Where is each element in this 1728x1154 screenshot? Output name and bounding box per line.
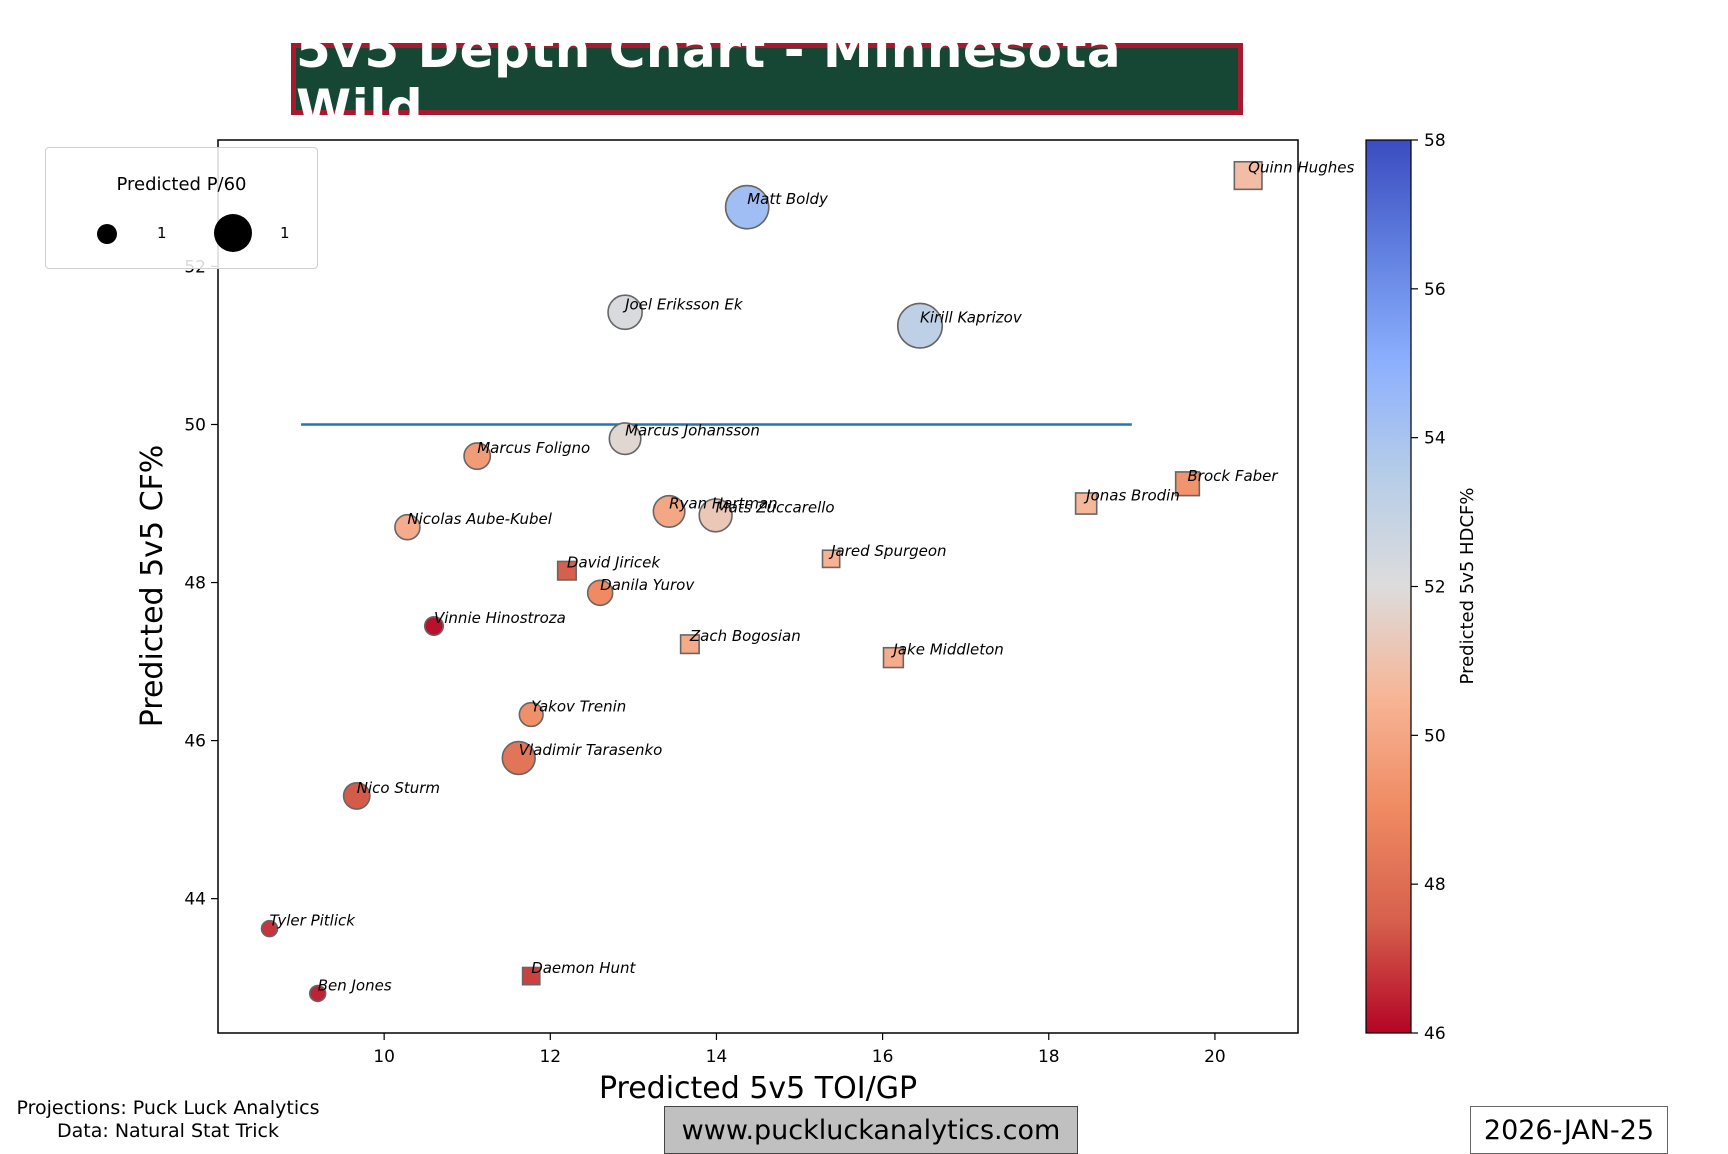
point-label: Brock Faber [1188, 467, 1279, 485]
point-label: Nicolas Aube-Kubel [407, 510, 552, 528]
data-point-forward [586, 579, 614, 607]
data-point-forward [423, 615, 445, 637]
point-label: Daemon Hunt [531, 959, 636, 977]
data-point-forward [260, 919, 279, 938]
point-label: Zach Bogosian [689, 627, 801, 645]
data-point-defense [679, 634, 700, 655]
data-point-defense [821, 549, 841, 569]
data-point-defense [1233, 160, 1263, 191]
y-tick-label: 48 [184, 574, 206, 594]
colorbar [1365, 139, 1412, 1034]
colorbar-tick-label: 54 [1424, 429, 1446, 449]
point-label: Yakov Trenin [531, 698, 626, 716]
x-tick-label: 12 [539, 1047, 561, 1067]
colorbar-tick-label: 56 [1424, 280, 1446, 300]
x-axis-label: Predicted 5v5 TOI/GP [599, 1071, 917, 1106]
colorbar-tick-label: 50 [1424, 726, 1446, 746]
size-legend: Predicted P/60 1 1 [45, 147, 318, 269]
data-point-forward [698, 498, 733, 533]
point-label: Ryan Hartman [669, 494, 778, 512]
colorbar-tick-label: 46 [1424, 1024, 1446, 1044]
legend-title: Predicted P/60 [116, 174, 247, 195]
y-tick-label: 50 [184, 415, 206, 435]
data-point-defense [556, 560, 577, 581]
data-point-forward [308, 984, 327, 1003]
data-point-defense [1074, 492, 1098, 515]
point-label: Tyler Pitlick [270, 912, 357, 930]
point-label: Quinn Hughes [1248, 159, 1354, 177]
y-tick-label: 44 [184, 890, 206, 910]
point-label: Marcus Johansson [625, 422, 760, 440]
legend-entry-label: 1 [280, 224, 290, 242]
point-label: Vinnie Hinostroza [434, 609, 566, 627]
data-point-defense [521, 966, 541, 986]
legend-marker-small [97, 224, 117, 244]
x-tick-label: 20 [1204, 1047, 1226, 1067]
colorbar-label: Predicted 5v5 HDCF% [1457, 488, 1478, 685]
data-point-forward [652, 494, 686, 528]
y-tick-label: 46 [184, 732, 206, 752]
y-axis-label: Predicted 5v5 CF% [135, 445, 170, 728]
data-point-defense [882, 646, 905, 669]
data-point-forward [394, 513, 421, 541]
x-tick-label: 10 [373, 1047, 395, 1067]
point-label: Matt Boldy [747, 190, 829, 208]
credits: Projections: Puck Luck Analytics Data: N… [8, 1097, 328, 1143]
data-point-forward [501, 740, 536, 776]
data-point-forward [724, 184, 770, 230]
chart-title-box: 5v5 Depth Chart - Minnesota Wild [291, 21, 1243, 137]
point-label: Jonas Brodin [1083, 487, 1180, 505]
point-label: Danila Yurov [600, 576, 695, 594]
colorbar-tick-label: 58 [1424, 131, 1446, 151]
data-point-forward [342, 781, 371, 810]
legend-marker-large [214, 214, 252, 252]
plot-area [217, 139, 1299, 1034]
point-label: Ben Jones [318, 976, 392, 994]
data-point-forward [607, 294, 643, 331]
data-point-forward [518, 701, 544, 728]
point-label: Kirill Kaprizov [920, 309, 1023, 327]
point-label: Jared Spurgeon [828, 542, 946, 560]
chart-title: 5v5 Depth Chart - Minnesota Wild [296, 21, 1122, 137]
data-point-defense [1174, 471, 1201, 497]
point-label: Marcus Foligno [477, 439, 590, 457]
colorbar-tick-label: 52 [1424, 578, 1446, 598]
colorbar-tick-label: 48 [1424, 875, 1446, 895]
x-tick-label: 16 [872, 1047, 894, 1067]
credit-projections: Projections: Puck Luck Analytics [16, 1097, 320, 1119]
point-label: David Jiricek [567, 554, 661, 572]
x-tick-label: 14 [706, 1047, 728, 1067]
point-label: Mats Zuccarello [716, 498, 835, 516]
credit-data: Data: Natural Stat Trick [57, 1120, 279, 1142]
data-point-forward [896, 302, 944, 349]
data-point-forward [608, 422, 642, 456]
data-point-forward [463, 442, 492, 471]
point-label: Vladimir Tarasenko [519, 741, 663, 759]
legend-entry-label: 1 [157, 224, 167, 242]
x-tick-label: 18 [1038, 1047, 1060, 1067]
point-label: Jake Middleton [890, 641, 1003, 659]
website-link[interactable]: www.puckluckanalytics.com [664, 1106, 1078, 1154]
date-badge: 2026-JAN-25 [1470, 1106, 1668, 1154]
point-label: Joel Eriksson Ek [622, 295, 744, 313]
point-label: Nico Sturm [357, 779, 440, 797]
